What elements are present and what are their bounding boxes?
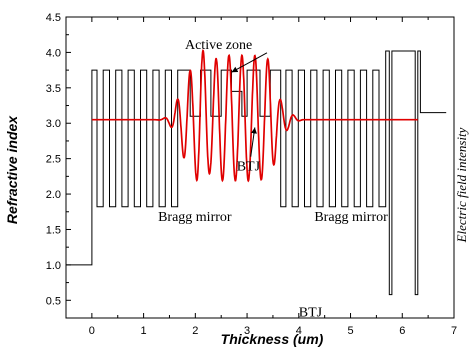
annotation-arrow-btj-mid [250, 127, 257, 157]
plot-frame [65, 16, 455, 319]
y-tick-label: 1.0 [46, 260, 61, 272]
annotation-bragg-right: Bragg mirror [314, 210, 388, 225]
x-axis-title: Thickness (um) [221, 331, 324, 347]
y-axis-title: Refractive index [4, 115, 20, 224]
annotation-btj-mid: BTJ [237, 160, 261, 175]
x-tick-label: 7 [451, 325, 457, 337]
y-tick-label: 1.5 [46, 224, 61, 236]
x-tick-label: 4 [296, 325, 302, 337]
annotation-bragg-left: Bragg mirror [158, 210, 232, 225]
x-tick-label: 2 [192, 325, 198, 337]
y-tick-label: 2.5 [46, 154, 61, 166]
plot-traces [66, 49, 447, 296]
plot-axes [65, 16, 455, 319]
x-tick-label: 3 [244, 325, 250, 337]
y2-axis-title: Electric field intensity [454, 127, 469, 243]
annotation-active-zone: Active zone [185, 38, 252, 53]
x-tick-label: 1 [141, 325, 147, 337]
x-tick-label: 6 [399, 325, 405, 337]
annotation-btj-bottom: BTJ [299, 306, 323, 321]
plot-labels: 0 1 2 3 4 5 6 7 0.5 1.0 1.5 2.0 2.5 3.0 3.5 4.0 4.5 Activ… [46, 12, 457, 337]
y-tick-label: 3.5 [46, 83, 61, 95]
y-tick-label: 4.5 [46, 12, 61, 24]
y-tick-label: 0.5 [46, 295, 61, 307]
y-tick-label: 3.0 [46, 118, 61, 130]
x-tick-label: 5 [347, 325, 353, 337]
y-tick-label: 4.0 [46, 47, 61, 59]
x-tick-label: 0 [89, 325, 95, 337]
electric-field-line [91, 49, 418, 183]
annotation-arrow-active-zone [231, 52, 268, 73]
y-tick-label: 2.0 [46, 189, 61, 201]
